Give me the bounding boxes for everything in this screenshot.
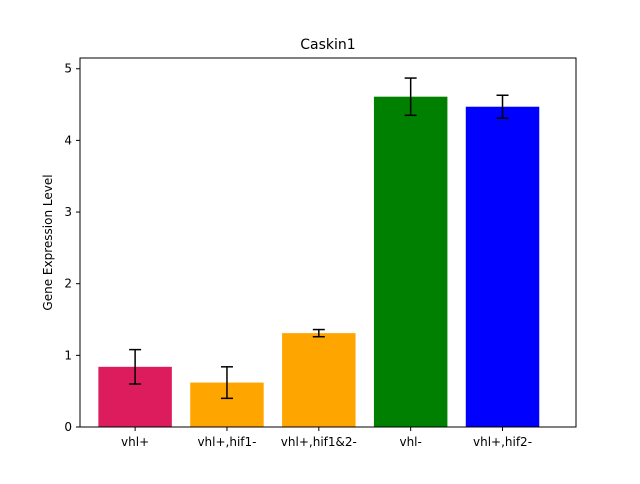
chart-title: Caskin1 (300, 37, 355, 53)
plot-area-frame (79, 57, 577, 428)
y-axis: 0 1 2 3 4 5 (64, 62, 80, 434)
y-axis-label: Gene Expression Level (41, 174, 55, 310)
x-axis: vhl+ vhl+,hif1- vhl+,hif1&2- vhl-vhl+,hif2- (121, 427, 532, 449)
error-bar-4 (496, 94, 509, 119)
error-bar-2 (312, 328, 325, 338)
error-bar-0 (129, 348, 142, 385)
y-tick-label-4: 4 (64, 133, 72, 147)
bar-2 (282, 333, 356, 427)
x-tick-label-2: vhl+,hif1&2- (281, 435, 357, 449)
error-bar-3 (404, 77, 417, 117)
x-tick-label-1: vhl+,hif1- (197, 435, 256, 449)
error-bar-1 (220, 366, 233, 400)
x-tick-label-0: vhl+ (121, 435, 149, 449)
y-tick-label-2: 2 (64, 277, 72, 291)
bars-layer (98, 96, 540, 427)
bar-3 (373, 96, 448, 427)
y-tick-label-0: 0 (64, 420, 72, 434)
y-tick-label-5: 5 (64, 62, 72, 76)
y-tick-label-1: 1 (64, 348, 72, 362)
x-tick-label-3: vhl- (399, 435, 421, 449)
y-tick-label-3: 3 (64, 205, 72, 219)
error-bars-layer (129, 77, 509, 400)
x-tick-label-4: vhl+,hif2- (473, 435, 532, 449)
bar-4 (465, 106, 540, 427)
